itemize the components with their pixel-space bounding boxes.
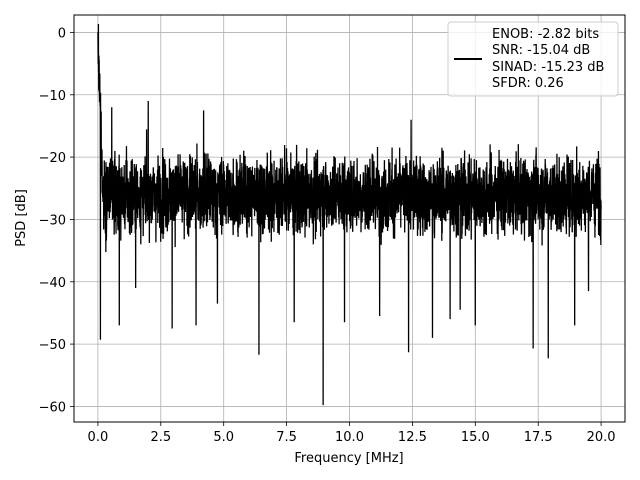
x-tick-label: 5.0 — [213, 430, 234, 445]
x-tick-label: 10.0 — [335, 430, 364, 445]
y-tick-label: −50 — [39, 338, 66, 353]
x-tick-label: 7.5 — [276, 430, 297, 445]
legend-enob: ENOB: -2.82 bits — [492, 27, 599, 42]
legend-sinad: SINAD: -15.23 dB — [492, 60, 604, 75]
x-tick-label: 17.5 — [524, 430, 553, 445]
legend: ENOB: -2.82 bits SNR: -15.04 dB SINAD: -… — [447, 21, 619, 97]
y-tick-label: −30 — [39, 213, 66, 228]
y-tick-label: −20 — [39, 151, 66, 166]
legend-box — [447, 21, 619, 97]
y-axis-label: PSD [dB] — [14, 189, 29, 247]
psd-series-line — [97, 23, 602, 406]
x-axis-label: Frequency [MHz] — [294, 451, 403, 466]
y-tick-label: −10 — [39, 89, 66, 104]
y-tick-label: −60 — [39, 400, 66, 415]
x-axis-ticks: 0.0 2.5 5.0 7.5 10.0 12.5 15.0 17.5 20.0 — [88, 422, 616, 445]
legend-sfdr: SFDR: 0.26 — [492, 76, 564, 91]
x-tick-label: 12.5 — [398, 430, 427, 445]
x-tick-label: 0.0 — [88, 430, 109, 445]
x-tick-label: 20.0 — [587, 430, 616, 445]
y-tick-label: 0 — [58, 26, 66, 41]
legend-snr: SNR: -15.04 dB — [492, 43, 590, 58]
series-layer — [97, 23, 602, 406]
y-axis-ticks: 0 −10 −20 −30 −40 −50 −60 — [39, 26, 74, 415]
x-tick-label: 15.0 — [461, 430, 490, 445]
x-tick-label: 2.5 — [150, 430, 171, 445]
y-tick-label: −40 — [39, 276, 66, 291]
